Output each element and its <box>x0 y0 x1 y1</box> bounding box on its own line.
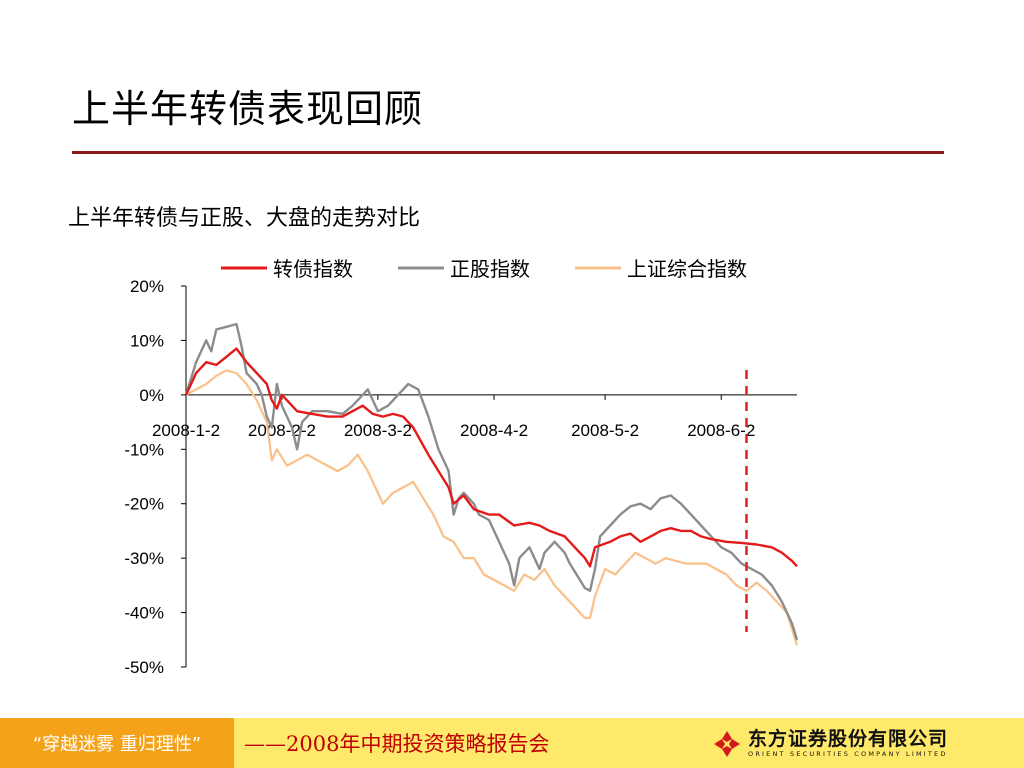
chart-subtitle: 上半年转债与正股、大盘的走势对比 <box>68 206 421 231</box>
series-line-2 <box>185 369 799 646</box>
title-divider <box>72 151 944 154</box>
x-tick-label: 2008-2-2 <box>248 421 316 440</box>
y-tick-label: 0% <box>139 386 164 405</box>
y-tick-label: -20% <box>124 495 164 514</box>
logo-company-name-en: ORIENT SECURITIES COMPANY LIMITED <box>748 750 948 759</box>
line-chart: 20% 10% 0% -10% -20% -30% -40% -50% 2008-1-2 2008… <box>124 257 799 677</box>
legend-label-2: 上证综合指数 <box>627 257 747 281</box>
footer-slogan: “穿越迷雾 重归理性” <box>0 718 234 768</box>
company-logo: 东方证券股份有限公司 ORIENT SECURITIES COMPANY LIM… <box>712 726 948 762</box>
y-tick-label: 20% <box>130 277 164 296</box>
series-line-0 <box>184 347 798 568</box>
series-line-1 <box>184 322 799 641</box>
y-tick-label: -30% <box>124 549 164 568</box>
x-tick-label: 2008-3-2 <box>344 421 412 440</box>
y-tick-label: 10% <box>130 331 164 350</box>
x-tick-label: 2008-6-2 <box>687 421 755 440</box>
x-tick-label: 2008-4-2 <box>460 421 528 440</box>
x-tick-label: 2008-5-2 <box>571 421 639 440</box>
y-tick-label: -50% <box>124 658 164 677</box>
legend-label-1: 正股指数 <box>450 257 530 281</box>
footer-event-title: ——2008年中期投资策略报告会 <box>244 732 550 756</box>
x-tick-label: 2008-1-2 <box>152 421 220 440</box>
y-tick-label: -10% <box>124 440 164 459</box>
y-tick-label: -40% <box>124 604 164 623</box>
slide-title: 上半年转债表现回顾 <box>72 87 424 131</box>
legend-label-0: 转债指数 <box>273 257 353 281</box>
orient-logo-icon <box>714 731 740 757</box>
logo-company-name: 东方证券股份有限公司 <box>748 728 949 751</box>
footer-bar: “穿越迷雾 重归理性” ——2008年中期投资策略报告会 东方证券股份有限公司 … <box>0 718 1024 768</box>
